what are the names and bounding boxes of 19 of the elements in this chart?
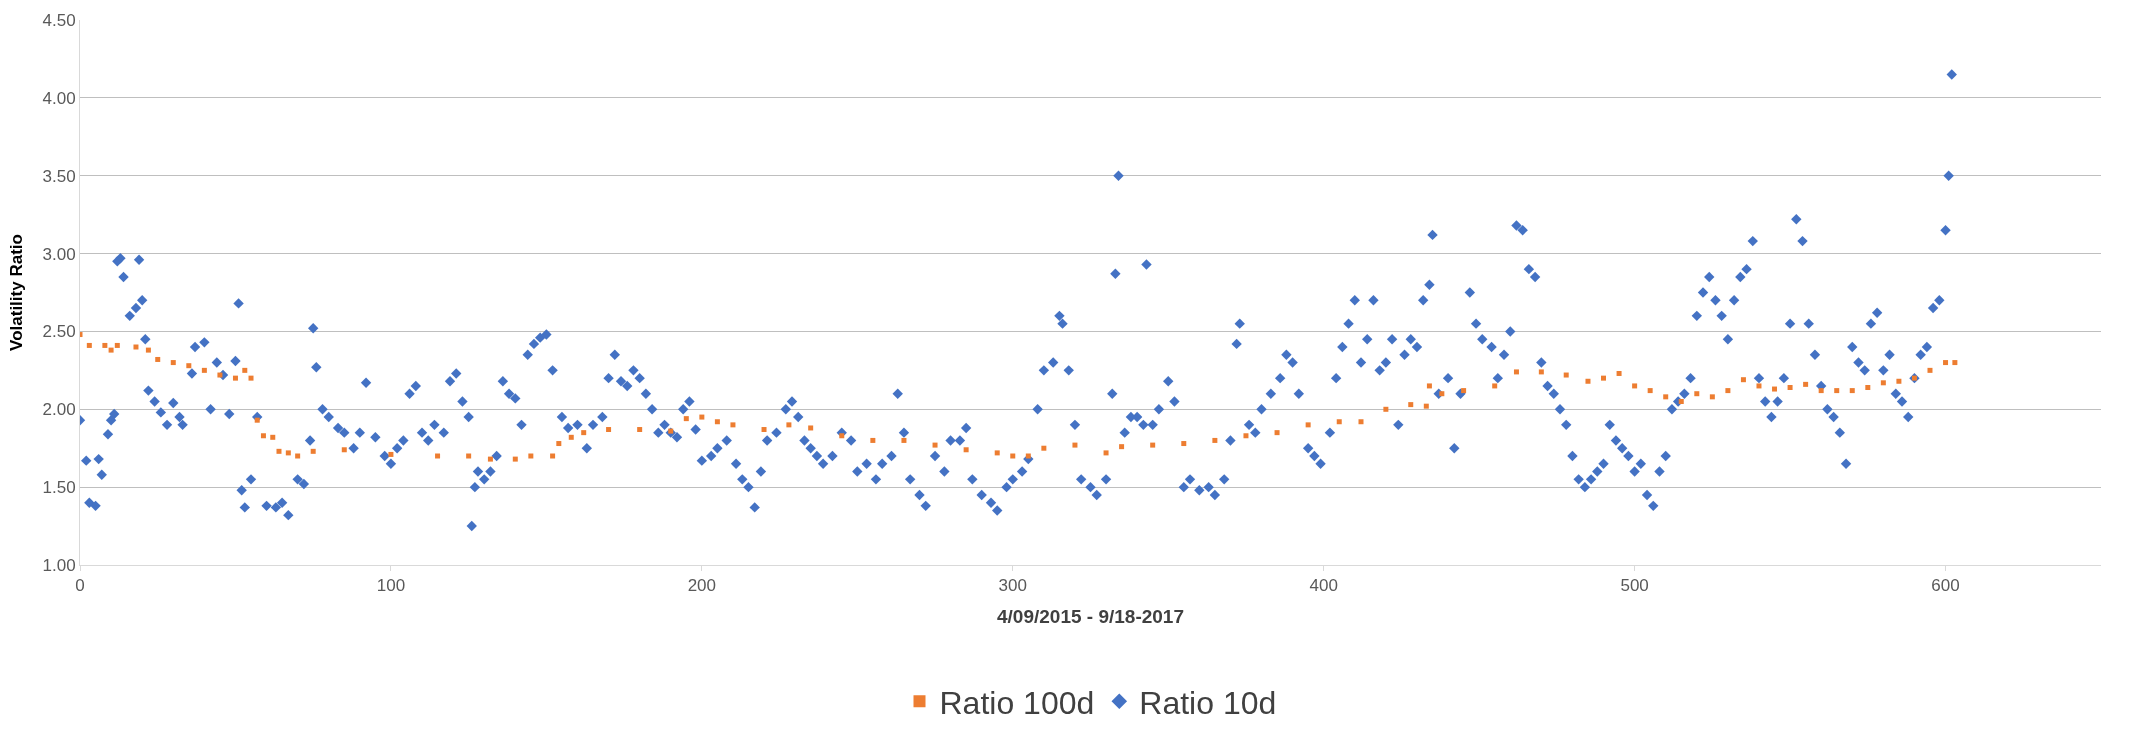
legend-label: Ratio 10d <box>1139 684 1277 721</box>
y-tick-label: 2.50 <box>42 322 76 342</box>
legend-label: Ratio 100d <box>939 684 1095 721</box>
y-tick-label: 1.00 <box>42 555 76 575</box>
x-axis-title: 4/09/2015 - 9/18-2017 <box>997 606 1184 628</box>
y-tick-label: 4.00 <box>42 88 76 108</box>
x-tick-label: 300 <box>998 576 1027 596</box>
y-tick-label: 3.50 <box>42 166 76 186</box>
y-tick-label: 2.00 <box>42 400 76 420</box>
x-tick-label: 500 <box>1620 576 1649 596</box>
x-tick-label: 0 <box>75 576 85 596</box>
x-tick-label: 600 <box>1931 576 1960 596</box>
x-tick-label: 400 <box>1309 576 1338 596</box>
y-tick-label: 3.00 <box>42 244 76 264</box>
y-tick-label: 4.50 <box>42 10 76 30</box>
x-tick-label: 100 <box>376 576 406 596</box>
y-axis-title: Volatility Ratio <box>7 234 27 351</box>
y-tick-label: 1.50 <box>42 478 76 498</box>
x-tick-label: 200 <box>687 576 717 596</box>
